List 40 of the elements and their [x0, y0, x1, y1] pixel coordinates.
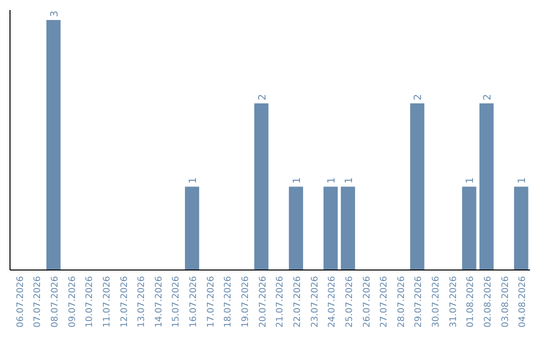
x-tick-label: 19.07.2026	[241, 276, 252, 328]
x-tick-label: 04.08.2026	[518, 276, 528, 328]
data-label: 3	[49, 10, 60, 17]
x-tick-label: 09.07.2026	[68, 276, 78, 328]
x-tick-label: 01.08.2026	[466, 276, 476, 328]
x-tick-label: 25.07.2026	[344, 276, 355, 328]
x-tick-label: 14.07.2026	[154, 276, 164, 328]
x-tick-label: 23.07.2026	[310, 276, 320, 328]
data-label: 1	[517, 177, 528, 184]
x-tick-label: 10.07.2026	[85, 276, 96, 328]
x-tick-label: 12.07.2026	[120, 276, 130, 328]
data-label: 2	[482, 94, 494, 100]
x-tick-label: 24.07.2026	[328, 276, 338, 328]
data-label: 1	[344, 177, 355, 184]
x-tick-label: 18.07.2026	[224, 276, 234, 328]
x-tick-label: 15.07.2026	[172, 276, 182, 328]
x-tick-label: 26.07.2026	[362, 276, 372, 328]
x-tick-label: 11.07.2026	[102, 276, 112, 328]
x-tick-label: 20.07.2026	[258, 276, 268, 328]
data-label: 1	[188, 177, 200, 184]
x-tick-label: 06.07.2026	[16, 276, 26, 328]
x-tick-label: 16.07.2026	[189, 276, 200, 328]
x-tick-label: 22.07.2026	[292, 276, 303, 328]
x-tick-label: 21.07.2026	[276, 276, 286, 328]
x-tick-label: 03.08.2026	[500, 276, 511, 328]
x-tick-label: 02.08.2026	[484, 276, 494, 328]
x-tick-label: 27.07.2026	[380, 276, 390, 328]
data-label: 2	[413, 94, 424, 100]
x-tick-label: 30.07.2026	[432, 276, 442, 328]
data-label: 1	[465, 177, 476, 184]
x-tick-label: 08.07.2026	[50, 276, 60, 328]
x-tick-label: 17.07.2026	[206, 276, 216, 328]
x-tick-label: 28.07.2026	[396, 276, 407, 328]
x-tick-label: 29.07.2026	[414, 276, 424, 328]
data-label: 2	[257, 94, 268, 100]
data-label: 1	[326, 177, 338, 184]
data-label: 1	[292, 177, 303, 184]
x-tick-label: 07.07.2026	[33, 276, 44, 328]
x-tick-label: 13.07.2026	[137, 276, 148, 328]
x-tick-label: 31.07.2026	[448, 276, 459, 328]
